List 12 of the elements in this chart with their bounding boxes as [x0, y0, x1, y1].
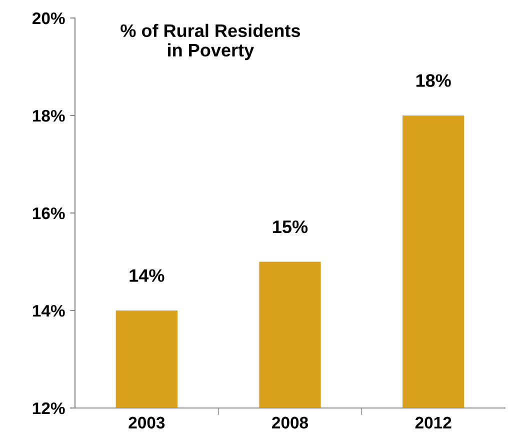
- y-tick-label: 16%: [32, 207, 65, 220]
- x-tick-label: 2008: [272, 416, 308, 429]
- y-tick-label: 14%: [32, 304, 65, 317]
- data-label: 14%: [130, 269, 164, 282]
- y-tick-label: 20%: [32, 12, 65, 24]
- x-tick-label: 2012: [415, 416, 452, 429]
- x-tick-label: 2003: [128, 416, 165, 429]
- data-label: 18%: [416, 74, 451, 87]
- data-label: 15%: [273, 220, 308, 234]
- y-tick-label: 18%: [32, 110, 65, 122]
- y-tick-label: 12%: [32, 402, 65, 414]
- text: % of Rural Residents in Poverty: [120, 24, 300, 60]
